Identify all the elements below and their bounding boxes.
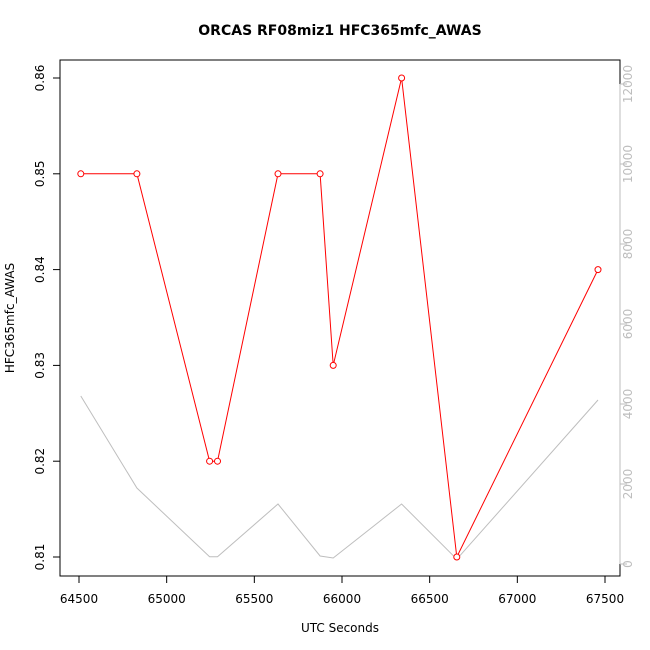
data-point (214, 457, 221, 465)
y-tick-label: 0.84 (33, 256, 47, 283)
y-axis-label: HFC365mfc_AWAS (3, 263, 17, 373)
data-point (594, 266, 602, 274)
y2-tick-label: 2000 (621, 469, 635, 500)
x-axis-label: UTC Seconds (301, 621, 379, 635)
plot-frame (59, 59, 621, 577)
data-point (206, 457, 214, 465)
data-point (274, 170, 282, 178)
y2-tick-label: 10000 (621, 145, 635, 183)
chart-title: ORCAS RF08miz1 HFC365mfc_AWAS (198, 23, 481, 39)
x-tick-label: 65000 (148, 592, 186, 606)
primary-series (77, 74, 602, 561)
x-tick-label: 67000 (498, 592, 536, 606)
x-tick-label: 67500 (586, 592, 624, 606)
x-axis: 64500 65000 65500 66000 66500 67000 67500 (60, 575, 624, 606)
data-point (77, 170, 85, 178)
x-tick-label: 65500 (235, 592, 273, 606)
y-tick-label: 0.86 (33, 65, 47, 92)
y-tick-label: 0.82 (33, 448, 47, 475)
x-tick-label: 66000 (323, 592, 361, 606)
y-tick-label: 0.83 (33, 352, 47, 379)
secondary-series (80, 395, 599, 560)
y2-axis: 0 2000 4000 6000 8000 10000 12000 (619, 65, 635, 568)
x-tick-label: 66500 (411, 592, 449, 606)
data-point (398, 74, 406, 82)
y-tick-label: 0.81 (33, 544, 47, 571)
primary-series-line (80, 77, 599, 559)
y2-tick-label: 6000 (621, 309, 635, 340)
y-axis: 0.81 0.82 0.83 0.84 0.85 0.86 (33, 65, 61, 571)
data-point (329, 361, 337, 369)
x-tick-label: 64500 (60, 592, 98, 606)
y2-tick-label: 0 (621, 560, 635, 568)
data-point (453, 553, 461, 561)
y2-tick-label: 8000 (621, 229, 635, 260)
y2-tick-label: 4000 (621, 389, 635, 420)
secondary-series-line (80, 395, 599, 560)
y-tick-label: 0.85 (33, 160, 47, 187)
data-point (316, 170, 324, 178)
data-point (133, 170, 141, 178)
y2-tick-label: 12000 (621, 65, 635, 103)
